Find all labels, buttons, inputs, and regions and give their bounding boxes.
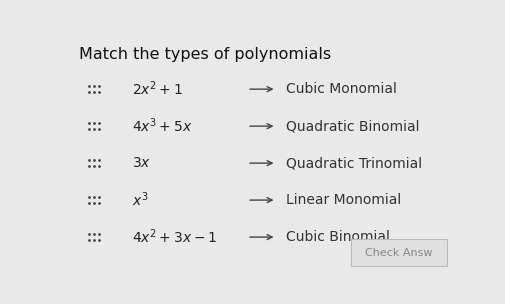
Text: $2x^2+1$: $2x^2+1$ (132, 80, 182, 98)
Text: $4x^3+5x$: $4x^3+5x$ (132, 117, 192, 136)
Text: $3x$: $3x$ (132, 156, 151, 170)
Text: Quadratic Binomial: Quadratic Binomial (286, 119, 420, 133)
Text: Quadratic Trinomial: Quadratic Trinomial (286, 156, 422, 170)
Text: Match the types of polynomials: Match the types of polynomials (79, 47, 331, 62)
Text: Check Answ: Check Answ (365, 248, 432, 258)
Text: Cubic Monomial: Cubic Monomial (286, 82, 397, 96)
FancyBboxPatch shape (351, 240, 447, 266)
Text: $4x^2+3x-1$: $4x^2+3x-1$ (132, 228, 217, 246)
Text: Cubic Binomial: Cubic Binomial (286, 230, 390, 244)
Text: Linear Monomial: Linear Monomial (286, 193, 401, 207)
Text: $x^3$: $x^3$ (132, 191, 148, 209)
